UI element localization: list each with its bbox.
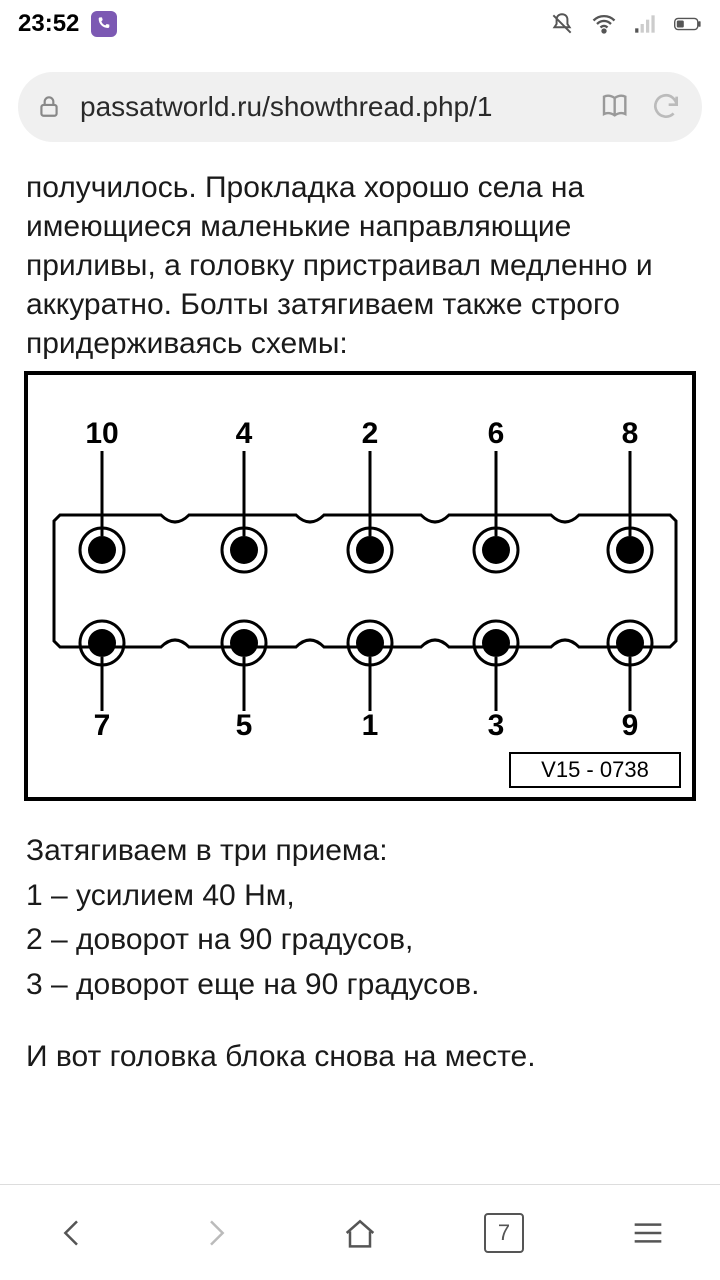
content-top: получилось. Прокладка хорошо села на име… [0, 150, 720, 363]
wifi-icon [590, 10, 618, 38]
svg-text:4: 4 [236, 417, 253, 450]
svg-text:9: 9 [622, 709, 639, 742]
bolt-diagram: 10 4 2 6 8 7 5 1 3 9 V15 - 0738 [24, 371, 696, 801]
status-bar: 23:52 [0, 0, 720, 48]
url-text: passatworld.ru/showthread.php/1 [80, 91, 584, 123]
status-left: 23:52 [18, 10, 117, 38]
step-2: 2 – доворот на 90 градусов, [26, 920, 694, 961]
nav-menu[interactable] [576, 1185, 720, 1280]
mute-icon [548, 10, 576, 38]
clock: 23:52 [18, 10, 79, 38]
battery-icon [674, 10, 702, 38]
steps-title: Затягиваем в три приема: [26, 831, 694, 872]
svg-text:10: 10 [85, 417, 118, 450]
nav-forward[interactable] [144, 1185, 288, 1280]
step-3: 3 – доворот еще на 90 градусов. [26, 965, 694, 1006]
nav-home[interactable] [288, 1185, 432, 1280]
svg-text:2: 2 [362, 417, 379, 450]
lock-icon [36, 93, 64, 121]
svg-text:1: 1 [362, 709, 379, 742]
bottom-nav: 7 [0, 1184, 720, 1280]
paragraph-bottom: И вот головка блока снова на месте. [26, 1037, 694, 1078]
svg-text:5: 5 [236, 709, 253, 742]
step-1: 1 – усилием 40 Нм, [26, 876, 694, 917]
address-bar[interactable]: passatworld.ru/showthread.php/1 [18, 72, 702, 142]
tab-count: 7 [484, 1213, 524, 1253]
svg-text:8: 8 [622, 417, 639, 450]
nav-tabs[interactable]: 7 [432, 1185, 576, 1280]
reader-icon[interactable] [600, 90, 634, 124]
nav-back[interactable] [0, 1185, 144, 1280]
signal-icon [632, 10, 660, 38]
svg-text:6: 6 [488, 417, 505, 450]
svg-text:7: 7 [94, 709, 111, 742]
svg-text:V15 - 0738: V15 - 0738 [541, 757, 649, 782]
viber-icon [91, 11, 117, 37]
svg-text:3: 3 [488, 709, 505, 742]
diagram-svg: 10 4 2 6 8 7 5 1 3 9 V15 - 0738 [28, 375, 692, 797]
content-bottom: Затягиваем в три приема: 1 – усилием 40 … [0, 801, 720, 1078]
paragraph-top: получилось. Прокладка хорошо села на име… [26, 168, 694, 363]
status-right [548, 10, 702, 38]
reload-icon[interactable] [650, 90, 684, 124]
